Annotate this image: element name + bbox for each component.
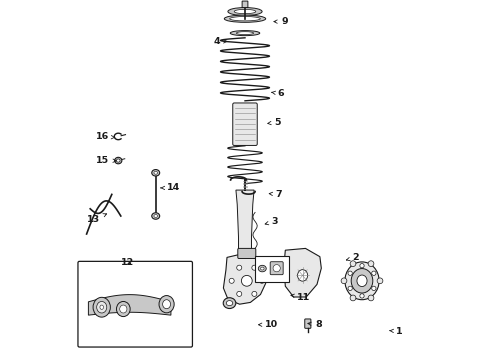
Circle shape (368, 261, 374, 266)
Ellipse shape (117, 301, 130, 316)
Ellipse shape (261, 267, 264, 270)
Circle shape (348, 286, 352, 291)
Ellipse shape (223, 298, 236, 309)
Ellipse shape (97, 301, 107, 313)
Text: 4: 4 (213, 37, 227, 46)
FancyBboxPatch shape (233, 103, 257, 145)
Ellipse shape (357, 275, 367, 287)
Text: 13: 13 (87, 214, 107, 224)
Text: 10: 10 (259, 320, 278, 329)
Circle shape (237, 291, 242, 296)
Ellipse shape (154, 215, 157, 217)
Circle shape (360, 294, 364, 298)
Circle shape (259, 278, 265, 283)
Ellipse shape (100, 305, 103, 309)
Ellipse shape (120, 305, 127, 313)
Ellipse shape (236, 32, 254, 35)
Circle shape (252, 291, 257, 296)
Circle shape (372, 271, 376, 275)
Text: 7: 7 (269, 190, 282, 199)
FancyBboxPatch shape (270, 262, 283, 275)
Circle shape (360, 264, 364, 268)
Ellipse shape (152, 213, 160, 219)
Text: 14: 14 (161, 184, 180, 192)
Polygon shape (88, 294, 171, 315)
Circle shape (350, 261, 356, 266)
Ellipse shape (224, 15, 266, 22)
Polygon shape (284, 248, 321, 297)
FancyBboxPatch shape (238, 248, 256, 258)
Circle shape (242, 275, 252, 286)
Circle shape (377, 278, 383, 284)
Ellipse shape (234, 9, 256, 14)
Circle shape (273, 265, 280, 272)
Text: 2: 2 (346, 253, 359, 262)
Ellipse shape (93, 297, 110, 317)
Circle shape (341, 278, 347, 284)
Text: 16: 16 (96, 132, 115, 141)
Ellipse shape (258, 265, 266, 272)
Circle shape (368, 295, 374, 301)
Ellipse shape (230, 17, 260, 21)
Polygon shape (236, 190, 254, 256)
Text: 1: 1 (390, 327, 402, 336)
Ellipse shape (163, 300, 171, 309)
Ellipse shape (351, 269, 373, 293)
Text: 8: 8 (308, 320, 322, 329)
Ellipse shape (297, 270, 308, 281)
Circle shape (348, 271, 352, 275)
Text: 3: 3 (265, 217, 278, 226)
FancyBboxPatch shape (242, 1, 248, 8)
Polygon shape (223, 255, 269, 304)
Circle shape (252, 265, 257, 270)
FancyBboxPatch shape (305, 319, 311, 328)
Circle shape (237, 265, 242, 270)
Ellipse shape (115, 157, 122, 164)
Ellipse shape (228, 8, 262, 15)
Text: 5: 5 (268, 118, 280, 127)
Circle shape (372, 286, 376, 291)
Text: 9: 9 (274, 17, 288, 26)
FancyBboxPatch shape (255, 256, 289, 282)
Ellipse shape (159, 296, 174, 313)
Circle shape (229, 278, 234, 283)
Text: 11: 11 (291, 292, 311, 302)
Ellipse shape (226, 301, 233, 306)
FancyBboxPatch shape (78, 261, 193, 347)
Ellipse shape (345, 262, 379, 300)
Text: 12: 12 (121, 258, 134, 267)
Ellipse shape (154, 171, 157, 174)
Text: 15: 15 (96, 156, 116, 165)
Circle shape (350, 295, 356, 301)
Text: 6: 6 (272, 89, 284, 98)
Ellipse shape (117, 159, 120, 162)
Ellipse shape (152, 170, 160, 176)
Ellipse shape (230, 31, 260, 36)
